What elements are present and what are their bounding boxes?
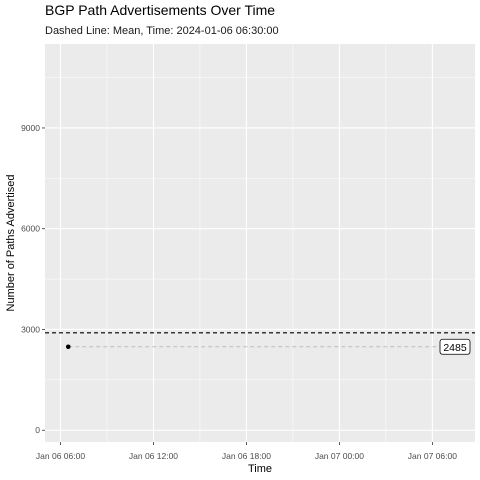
y-tick-label: 3000: [21, 324, 40, 334]
y-tick-label: 6000: [21, 224, 40, 234]
chart-title: BGP Path Advertisements Over Time: [45, 2, 275, 18]
x-tick-label: Jan 07 00:00: [315, 451, 364, 461]
y-axis-label: Number of Paths Advertised: [5, 175, 17, 312]
reference-value-label-text: 2485: [443, 342, 467, 354]
x-tick-label: Jan 07 06:00: [408, 451, 457, 461]
plot-panel: [45, 44, 475, 442]
x-tick-label: Jan 06 18:00: [222, 451, 271, 461]
chart-subtitle: Dashed Line: Mean, Time: 2024-01-06 06:3…: [45, 25, 279, 37]
minor-gridlines: [45, 44, 475, 442]
reference-value-label-box: [439, 338, 471, 355]
y-tick-label: 9000: [21, 123, 40, 133]
y-axis-ticks: 0 3000 6000 9000: [21, 123, 45, 435]
reference-value-label: 2485: [439, 338, 471, 355]
x-tick-label: Jan 06 12:00: [129, 451, 178, 461]
x-axis-ticks: Jan 06 06:00 Jan 06 12:00 Jan 06 18:00 Jan …: [36, 442, 457, 461]
x-axis-label: Time: [248, 463, 272, 475]
x-tick-label: Jan 06 06:00: [36, 451, 85, 461]
data-point: [65, 344, 71, 350]
data-points: [65, 344, 71, 350]
y-tick-label: 0: [35, 425, 40, 435]
major-gridlines: [45, 44, 475, 442]
